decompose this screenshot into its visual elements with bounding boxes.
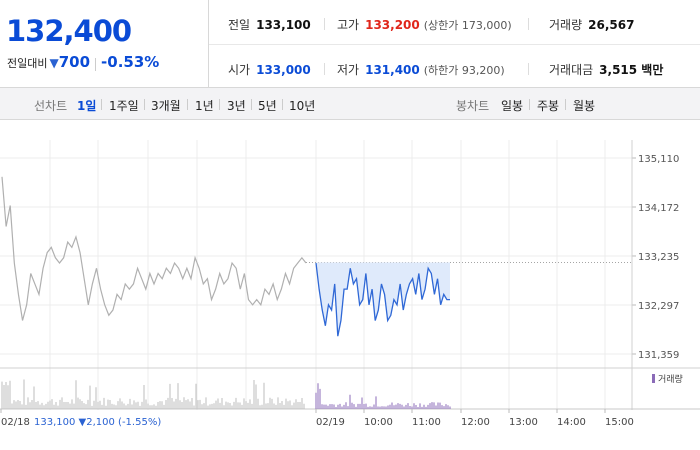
- stock-summary: 132,400 전일대비 ▼700 -0.53% 전일 133,100 고가 133,2…: [0, 0, 700, 88]
- high-price: 고가 133,200 (상한가 173,000): [337, 16, 512, 33]
- divider: [565, 99, 566, 110]
- open-price: 시가 133,000: [228, 61, 311, 78]
- low-label: 저가: [337, 63, 360, 77]
- y-tick-label: 134,172: [638, 203, 679, 214]
- divider: [219, 99, 220, 110]
- x-tick-label: 14:00: [557, 417, 586, 428]
- x-tick-label: 15:00: [605, 417, 634, 428]
- prev-close-label: 전일: [228, 18, 251, 32]
- down-arrow-icon: ▼: [79, 417, 87, 428]
- divider: [528, 63, 529, 75]
- price-box: 132,400 전일대비 ▼700 -0.53%: [0, 0, 209, 88]
- y-tick-label: 131,359: [638, 350, 679, 361]
- prev-day-change: 2,100: [86, 417, 118, 428]
- prev-day-summary: 133,100 ▼2,100 (-1.55%): [34, 417, 161, 428]
- chart-grid: [0, 140, 700, 410]
- x-tick-label: 12:00: [461, 417, 490, 428]
- open-label: 시가: [228, 63, 251, 77]
- line-chart-label: 선차트: [34, 99, 68, 113]
- low-value: 131,400: [365, 63, 420, 77]
- divider: [529, 99, 530, 110]
- period-1y-tab[interactable]: 1년: [195, 99, 214, 113]
- x-tick-label: 11:00: [412, 417, 441, 428]
- down-arrow-icon: ▼: [49, 56, 59, 70]
- trade-amount-label: 거래대금: [549, 63, 594, 77]
- high-value: 133,200: [365, 18, 420, 32]
- high-label: 고가: [337, 18, 360, 32]
- volume-legend-label: 거래량: [658, 373, 683, 385]
- y-tick-label: 132,297: [638, 301, 679, 312]
- today-price-line: [315, 262, 450, 337]
- upper-limit: (상한가 173,000): [423, 19, 512, 32]
- divider: [209, 44, 700, 45]
- period-10y-tab[interactable]: 10년: [289, 99, 316, 113]
- divider: [251, 99, 252, 110]
- x-tick-label: 02/18: [1, 417, 30, 428]
- change-row: 전일대비 ▼700 -0.53%: [7, 53, 159, 71]
- volume-label: 거래량: [549, 18, 583, 32]
- lower-limit: (하한가 93,200): [423, 64, 505, 77]
- divider: [282, 99, 283, 110]
- period-3y-tab[interactable]: 3년: [227, 99, 246, 113]
- period-selector: 선차트 1일 1주일 3개월 1년 3년 5년 10년 봉차트 일봉 주봉 월봉: [0, 88, 700, 120]
- prev-close: 전일 133,100: [228, 16, 311, 33]
- price-lines: [1, 176, 632, 337]
- candle-monthly-tab[interactable]: 월봉: [573, 99, 596, 113]
- period-1d-tab[interactable]: 1일: [77, 99, 97, 113]
- open-value: 133,000: [256, 63, 311, 77]
- divider: [324, 18, 325, 30]
- trade-amount-value: 3,515 백만: [599, 63, 664, 77]
- period-5y-tab[interactable]: 5년: [258, 99, 277, 113]
- volume: 거래량 26,567: [549, 16, 634, 33]
- candle-weekly-tab[interactable]: 주봉: [537, 99, 560, 113]
- divider: [324, 63, 325, 75]
- prev-day-rate: (-1.55%): [118, 417, 161, 428]
- y-tick-label: 133,235: [638, 252, 679, 263]
- prev-close-value: 133,100: [256, 18, 311, 32]
- axis-labels: 135,110 134,172 133,235 132,297 131,359 거래량 02…: [0, 154, 683, 428]
- intraday-price-chart: 135,110 134,172 133,235 132,297 131,359 거래량 02…: [0, 140, 700, 428]
- candle-chart-label: 봉차트: [456, 99, 490, 113]
- change-amount: 700: [58, 53, 91, 71]
- candle-daily-tab[interactable]: 일봉: [501, 99, 524, 113]
- trade-amount: 거래대금 3,515 백만: [549, 61, 663, 78]
- divider: [101, 99, 102, 110]
- today-range-fill: [316, 262, 450, 337]
- change-rate: -0.53%: [101, 53, 160, 71]
- period-3m-tab[interactable]: 3개월: [151, 99, 181, 113]
- x-tick-label: 13:00: [509, 417, 538, 428]
- change-label: 전일대비: [7, 57, 48, 70]
- volume-chart: [1, 379, 451, 409]
- y-tick-label: 135,110: [638, 154, 679, 165]
- low-price: 저가 131,400 (하한가 93,200): [337, 61, 505, 78]
- volume-legend-swatch: [652, 374, 655, 383]
- divider: [144, 99, 145, 110]
- divider: [528, 18, 529, 30]
- prev-day-price-line: [1, 176, 307, 321]
- divider: [95, 57, 97, 71]
- x-tick-label: 02/19: [316, 417, 345, 428]
- current-price: 132,400: [6, 14, 132, 48]
- volume-value: 26,567: [588, 18, 635, 32]
- prev-day-close: 133,100: [34, 417, 79, 428]
- x-tick-label: 10:00: [364, 417, 393, 428]
- period-1w-tab[interactable]: 1주일: [109, 99, 139, 113]
- divider: [187, 99, 188, 110]
